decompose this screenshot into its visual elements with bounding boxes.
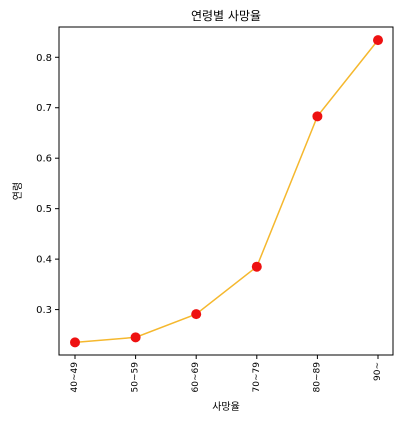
y-axis: 0.3 0.4 0.5 0.6 0.7 0.8 bbox=[36, 53, 59, 316]
x-axis: 40~49 50~59 60~69 70~79 80~89 90~ bbox=[70, 355, 383, 392]
y-tick-label: 0.5 bbox=[36, 204, 52, 215]
data-point bbox=[312, 111, 323, 122]
series-line-group bbox=[70, 35, 383, 348]
y-tick-label: 0.8 bbox=[36, 53, 52, 64]
data-point bbox=[130, 332, 141, 343]
x-tick-label: 60~69 bbox=[191, 362, 201, 393]
data-point bbox=[191, 309, 202, 320]
y-axis-label: 연령 bbox=[12, 182, 24, 200]
data-point bbox=[70, 337, 80, 348]
y-tick-label: 0.6 bbox=[36, 154, 52, 165]
x-tick-label: 80~89 bbox=[312, 362, 322, 393]
x-tick-label: 90~ bbox=[373, 362, 383, 381]
x-tick-label: 50~59 bbox=[131, 362, 141, 393]
y-tick-label: 0.4 bbox=[36, 255, 52, 266]
x-tick-label: 40~49 bbox=[70, 362, 80, 393]
y-tick-label: 0.3 bbox=[36, 305, 52, 316]
y-tick-label: 0.7 bbox=[36, 103, 52, 114]
data-point bbox=[373, 35, 383, 46]
plot-area bbox=[58, 26, 394, 356]
x-tick-label: 70~79 bbox=[252, 362, 262, 393]
x-axis-label: 사망율 bbox=[212, 401, 240, 413]
data-point bbox=[251, 261, 262, 272]
series-line bbox=[74, 39, 379, 344]
chart-title: 연령별 사망율 bbox=[191, 9, 261, 23]
